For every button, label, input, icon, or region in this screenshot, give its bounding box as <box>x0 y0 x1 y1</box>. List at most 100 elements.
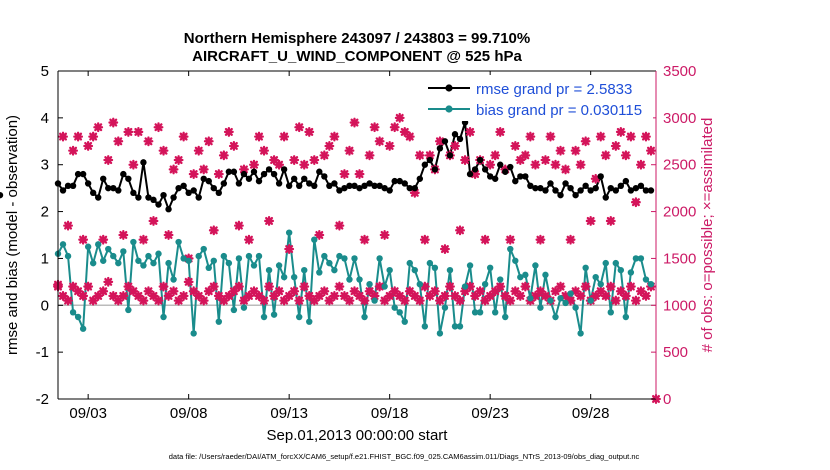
bias-marker <box>466 262 474 269</box>
bias-marker <box>170 276 177 283</box>
possible-count-marker <box>545 131 556 142</box>
possible-count-marker <box>269 155 280 165</box>
rmse-marker <box>627 187 635 194</box>
bias-marker <box>632 255 640 262</box>
rmse-marker <box>557 191 564 199</box>
possible-count-marker <box>118 230 129 240</box>
rmse-marker <box>215 189 223 197</box>
assimilated-count-marker <box>329 290 340 301</box>
rmse-marker <box>366 180 373 187</box>
legend-rmse-label: rmse grand pr = 2.5833 <box>476 81 632 98</box>
possible-count-marker <box>419 234 430 245</box>
bias-marker <box>240 304 248 311</box>
assimilated-count-marker <box>455 295 465 306</box>
rmse-marker <box>250 168 258 175</box>
right-y-tick-label: 500 <box>663 344 688 361</box>
possible-count-marker <box>359 234 370 245</box>
bias-marker <box>155 250 162 257</box>
assimilated-count-marker <box>83 281 94 292</box>
rmse-marker <box>517 173 524 180</box>
bias-marker <box>507 245 514 253</box>
possible-count-marker <box>414 150 425 161</box>
bias-marker <box>537 304 544 311</box>
assimilated-count-marker <box>153 295 164 306</box>
bias-marker <box>416 281 424 288</box>
rmse-marker <box>486 173 494 180</box>
assimilated-count-marker <box>118 290 129 301</box>
possible-count-marker <box>319 150 330 161</box>
left-y-tick-label: 4 <box>41 110 49 127</box>
possible-count-marker <box>299 159 310 170</box>
rmse-marker <box>285 182 293 189</box>
rmse-marker <box>577 187 584 194</box>
assimilated-count-marker <box>294 295 305 306</box>
rmse-marker <box>411 184 418 192</box>
bias-marker <box>481 281 489 288</box>
possible-count-marker <box>274 159 285 170</box>
bias-marker <box>512 257 519 264</box>
assimilated-count-marker <box>98 286 109 297</box>
rmse-marker <box>552 187 559 194</box>
bias-marker <box>542 271 549 279</box>
possible-count-marker <box>279 131 290 142</box>
assimilated-count-marker <box>233 281 244 292</box>
rmse-marker <box>150 196 157 204</box>
rmse-marker <box>416 175 424 182</box>
possible-count-marker <box>344 145 355 156</box>
bias-marker <box>476 309 484 316</box>
possible-count-marker <box>349 117 360 128</box>
possible-count-marker <box>550 159 561 170</box>
possible-count-marker <box>540 155 551 165</box>
rmse-marker <box>637 182 645 189</box>
possible-count-marker <box>369 122 380 133</box>
rmse-marker <box>547 180 554 187</box>
bias-marker <box>527 295 534 302</box>
rmse-marker <box>79 170 87 178</box>
bias-marker <box>321 252 328 260</box>
assimilated-count-marker <box>460 286 470 297</box>
rmse-marker <box>642 187 650 194</box>
rmse-marker <box>140 159 147 166</box>
assimilated-count-marker <box>470 290 481 301</box>
possible-count-marker <box>138 234 149 245</box>
data-file-footnote: data file: /Users/raeder/DAI/ATM_forcXX/… <box>169 452 640 461</box>
possible-count-marker <box>233 220 244 231</box>
possible-count-marker <box>153 122 164 133</box>
right-y-tick-label: 1000 <box>663 297 696 314</box>
rmse-marker <box>356 184 363 192</box>
bias-marker <box>260 313 268 321</box>
assimilated-count-marker <box>309 295 320 306</box>
left-y-tick-label: 0 <box>41 297 49 314</box>
chart-title-line1: Northern Hemisphere 243097 / 243803 = 99… <box>184 30 530 47</box>
bias-marker <box>316 269 323 276</box>
right-y-tick-label: 3000 <box>663 110 696 127</box>
assimilated-count-marker <box>279 295 290 306</box>
assimilated-count-marker <box>148 290 159 301</box>
possible-count-marker <box>646 145 656 156</box>
rmse-marker <box>451 131 459 138</box>
bias-marker <box>426 259 434 267</box>
rmse-marker <box>537 184 544 192</box>
series-markers <box>0 114 661 404</box>
rmse-marker <box>0 191 4 199</box>
possible-count-marker <box>565 234 576 245</box>
rmse-marker <box>120 170 127 178</box>
bias-marker <box>225 259 233 267</box>
possible-count-marker <box>108 117 119 128</box>
rmse-marker <box>145 194 152 201</box>
rmse-marker <box>371 182 378 189</box>
possible-count-marker <box>585 215 596 226</box>
bias-marker <box>105 245 112 253</box>
bias-marker <box>552 313 559 321</box>
bias-marker <box>59 241 67 248</box>
possible-count-marker <box>264 215 275 226</box>
assimilated-count-marker <box>178 290 189 301</box>
possible-count-marker <box>389 122 400 133</box>
x-tick-label: 09/08 <box>170 405 208 422</box>
bias-marker <box>567 290 574 297</box>
bias-marker <box>431 264 439 271</box>
assimilated-count-marker <box>620 290 631 301</box>
possible-count-marker <box>560 164 571 175</box>
rmse-marker <box>155 201 162 208</box>
rmse-marker <box>245 175 253 182</box>
